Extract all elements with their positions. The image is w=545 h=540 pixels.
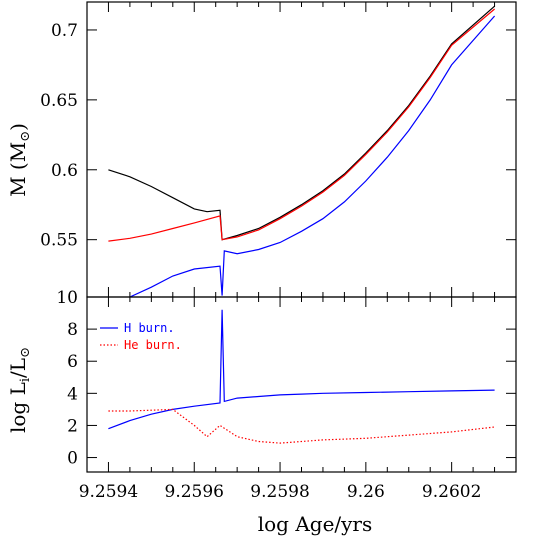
top-y-axis-title: M (M⊙)	[6, 123, 33, 197]
y-tick-label: 6	[67, 352, 78, 372]
series-line	[108, 309, 495, 430]
y-title-sub: i	[18, 378, 33, 382]
legend-label: H burn.	[124, 321, 175, 335]
series-line	[108, 5, 495, 241]
y-tick-label: 0.55	[40, 231, 78, 251]
y-title-close: )	[6, 123, 30, 131]
y-axis-title-text: log Li/L⊙	[6, 347, 33, 433]
y-axis-title-text: M (M⊙)	[6, 123, 33, 197]
y-tick-label: 10	[56, 288, 78, 308]
x-tick-label: 9.2594	[79, 482, 138, 502]
top-panel: 0.55 0.6 0.65 0.7	[40, 1, 517, 298]
x-tick-label: 9.2598	[250, 482, 309, 502]
y-title-slash: /L	[6, 358, 30, 378]
series-line	[108, 8, 495, 242]
legend-label: He burn.	[124, 338, 182, 352]
bottom-panel: 0 2 4 6 8 10 9.2594 9.2596 9.2598 9.26 9.2602 H bur…	[56, 288, 517, 502]
y-tick-label: 0.65	[40, 91, 78, 111]
bottom-y-axis-title: log Li/L⊙	[6, 347, 33, 433]
x-tick-label: 9.2602	[422, 482, 481, 502]
x-axis-title: log Age/yrs	[258, 512, 373, 536]
y-tick-label: 2	[67, 416, 78, 436]
y-tick-label: 4	[67, 384, 78, 404]
y-tick-label: 8	[67, 320, 78, 340]
y-title-var: log L	[6, 382, 30, 433]
series-line	[129, 15, 496, 297]
x-tick-label: 9.2596	[165, 482, 224, 502]
y-tick-label: 0	[67, 449, 78, 469]
y-title-sub: ⊙	[18, 347, 33, 358]
y-tick-label: 0.7	[51, 21, 78, 41]
y-title-var: M (M	[6, 142, 30, 197]
x-tick-label: 9.26	[347, 482, 385, 502]
y-title-sub: ⊙	[18, 131, 33, 142]
series-line	[108, 408, 495, 444]
y-tick-label: 0.6	[51, 161, 78, 181]
